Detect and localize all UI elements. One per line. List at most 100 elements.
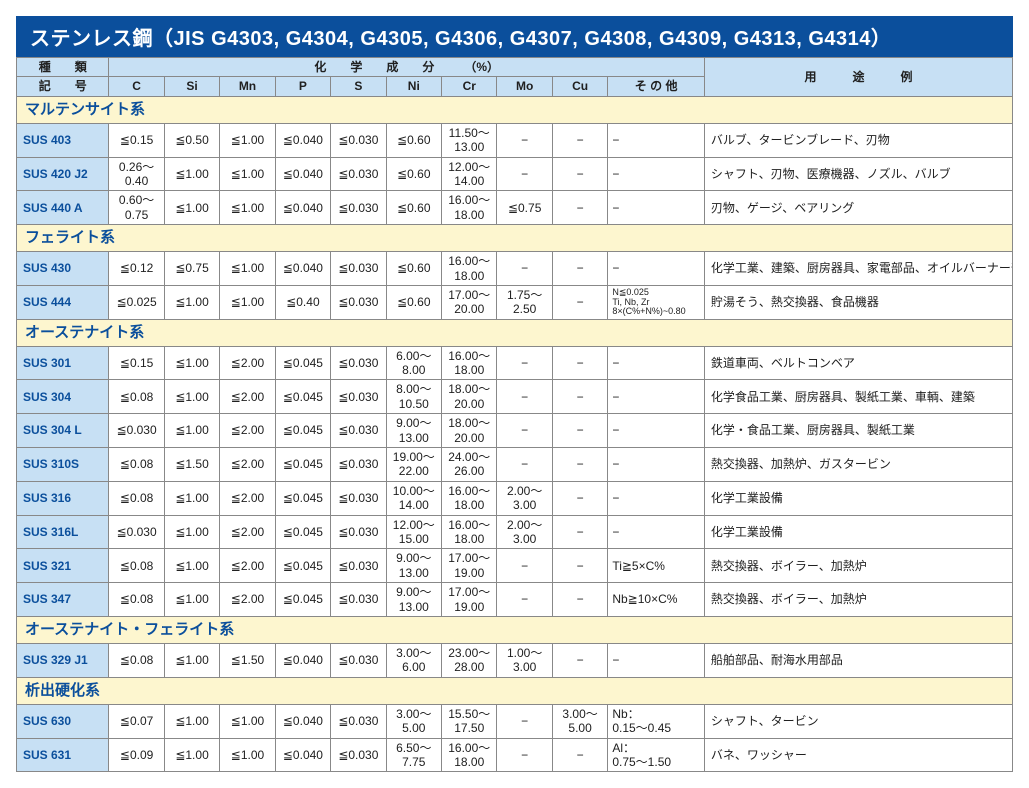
chem-cell-si: ≦0.50	[164, 123, 219, 157]
chem-cell-p: ≦0.045	[275, 481, 330, 515]
grade-cell: SUS 347	[17, 583, 109, 617]
chem-cell-s: ≦0.030	[331, 346, 386, 380]
table-row: SUS 304≦0.08≦1.00≦2.00≦0.045≦0.0308.00〜1…	[17, 380, 1013, 414]
grade-cell: SUS 321	[17, 549, 109, 583]
header-code: 記 号	[17, 77, 109, 96]
chem-cell-mo: −	[497, 549, 552, 583]
chem-cell-cu: −	[552, 583, 607, 617]
chem-cell-other: −	[608, 380, 705, 414]
usage-cell: 熱交換器、ボイラー、加熱炉	[704, 549, 1012, 583]
header-col-mo: Mo	[497, 77, 552, 96]
chem-cell-mo: −	[497, 123, 552, 157]
usage-cell: 貯湯そう、熱交換器、食品機器	[704, 285, 1012, 319]
header-col-mn: Mn	[220, 77, 275, 96]
table-row: SUS 301≦0.15≦1.00≦2.00≦0.045≦0.0306.00〜8…	[17, 346, 1013, 380]
chem-cell-c: ≦0.08	[109, 549, 164, 583]
chem-cell-si: ≦1.00	[164, 285, 219, 319]
header-col-s: S	[331, 77, 386, 96]
chem-cell-mn: ≦2.00	[220, 481, 275, 515]
chem-cell-c: ≦0.08	[109, 380, 164, 414]
table-row: SUS 310S≦0.08≦1.50≦2.00≦0.045≦0.03019.00…	[17, 448, 1013, 482]
grade-cell: SUS 631	[17, 738, 109, 772]
grade-cell: SUS 310S	[17, 448, 109, 482]
chem-cell-mn: ≦2.00	[220, 448, 275, 482]
chem-cell-p: ≦0.040	[275, 643, 330, 677]
header-col-cr: Cr	[442, 77, 497, 96]
usage-cell: 熱交換器、ボイラー、加熱炉	[704, 583, 1012, 617]
chem-cell-si: ≦1.00	[164, 414, 219, 448]
usage-cell: シャフト、刃物、医療機器、ノズル、バルブ	[704, 157, 1012, 191]
chem-cell-ni: 6.00〜8.00	[386, 346, 441, 380]
chem-cell-mo: 1.00〜3.00	[497, 643, 552, 677]
chem-cell-other: −	[608, 414, 705, 448]
header-usage: 用 途 例	[704, 58, 1012, 97]
usage-cell: 化学・食品工業、厨房器具、製紙工業	[704, 414, 1012, 448]
chem-cell-other: N≦0.025Ti, Nb, Zr8×(C%+N%)~0.80	[608, 285, 705, 319]
section-header: マルテンサイト系	[17, 96, 1013, 123]
chem-cell-p: ≦0.045	[275, 380, 330, 414]
header-col-c: C	[109, 77, 164, 96]
chem-cell-si: ≦0.75	[164, 252, 219, 286]
chem-cell-cu: −	[552, 643, 607, 677]
chem-cell-s: ≦0.030	[331, 157, 386, 191]
table-row: SUS 403≦0.15≦0.50≦1.00≦0.040≦0.030≦0.601…	[17, 123, 1013, 157]
chem-cell-ni: 12.00〜15.00	[386, 515, 441, 549]
chem-cell-other: −	[608, 346, 705, 380]
usage-cell: バネ、ワッシャー	[704, 738, 1012, 772]
chem-cell-cr: 16.00〜18.00	[442, 481, 497, 515]
usage-cell: 船舶部品、耐海水用部品	[704, 643, 1012, 677]
grade-cell: SUS 630	[17, 704, 109, 738]
chem-cell-si: ≦1.00	[164, 738, 219, 772]
chem-cell-si: ≦1.50	[164, 448, 219, 482]
chem-cell-p: ≦0.040	[275, 191, 330, 225]
chem-cell-mn: ≦2.00	[220, 515, 275, 549]
chem-cell-mn: ≦2.00	[220, 346, 275, 380]
chem-cell-cr: 18.00〜20.00	[442, 414, 497, 448]
chem-cell-other: Al：0.75〜1.50	[608, 738, 705, 772]
chem-cell-ni: 6.50〜7.75	[386, 738, 441, 772]
chem-cell-s: ≦0.030	[331, 285, 386, 319]
chem-cell-ni: 9.00〜13.00	[386, 583, 441, 617]
chem-cell-other: −	[608, 481, 705, 515]
section-header: オーステナイト・フェライト系	[17, 616, 1013, 643]
header-col-p: P	[275, 77, 330, 96]
chem-cell-si: ≦1.00	[164, 643, 219, 677]
chem-cell-cr: 16.00〜18.00	[442, 515, 497, 549]
table-row: SUS 347≦0.08≦1.00≦2.00≦0.045≦0.0309.00〜1…	[17, 583, 1013, 617]
chem-cell-c: ≦0.08	[109, 448, 164, 482]
table-row: SUS 316L≦0.030≦1.00≦2.00≦0.045≦0.03012.0…	[17, 515, 1013, 549]
chem-cell-s: ≦0.030	[331, 380, 386, 414]
chem-cell-p: ≦0.040	[275, 252, 330, 286]
table-row: SUS 420 J20.26〜0.40≦1.00≦1.00≦0.040≦0.03…	[17, 157, 1013, 191]
chem-cell-c: 0.26〜0.40	[109, 157, 164, 191]
grade-cell: SUS 420 J2	[17, 157, 109, 191]
chem-cell-c: ≦0.07	[109, 704, 164, 738]
grade-cell: SUS 301	[17, 346, 109, 380]
chem-cell-cr: 23.00〜28.00	[442, 643, 497, 677]
chem-cell-other: −	[608, 515, 705, 549]
chem-cell-s: ≦0.030	[331, 252, 386, 286]
chem-cell-cr: 15.50〜17.50	[442, 704, 497, 738]
chem-cell-other: Nb≧10×C%	[608, 583, 705, 617]
table-row: SUS 304 L≦0.030≦1.00≦2.00≦0.045≦0.0309.0…	[17, 414, 1013, 448]
usage-cell: 化学工業設備	[704, 481, 1012, 515]
grade-cell: SUS 444	[17, 285, 109, 319]
chem-cell-p: ≦0.045	[275, 515, 330, 549]
chem-cell-mn: ≦2.00	[220, 414, 275, 448]
chem-cell-mn: ≦2.00	[220, 583, 275, 617]
chem-cell-cu: −	[552, 481, 607, 515]
chem-cell-mn: ≦2.00	[220, 380, 275, 414]
chem-cell-cu: 3.00〜5.00	[552, 704, 607, 738]
usage-cell: 鉄道車両、ベルトコンベア	[704, 346, 1012, 380]
table-body: マルテンサイト系SUS 403≦0.15≦0.50≦1.00≦0.040≦0.0…	[17, 96, 1013, 772]
chem-cell-mn: ≦1.50	[220, 643, 275, 677]
chem-cell-ni: ≦0.60	[386, 285, 441, 319]
chem-cell-p: ≦0.40	[275, 285, 330, 319]
chem-cell-ni: 3.00〜5.00	[386, 704, 441, 738]
chem-cell-cr: 16.00〜18.00	[442, 738, 497, 772]
chem-cell-cu: −	[552, 380, 607, 414]
section-header: 析出硬化系	[17, 677, 1013, 704]
chem-cell-si: ≦1.00	[164, 549, 219, 583]
header-col-other: そ の 他	[608, 77, 705, 96]
chem-cell-si: ≦1.00	[164, 481, 219, 515]
